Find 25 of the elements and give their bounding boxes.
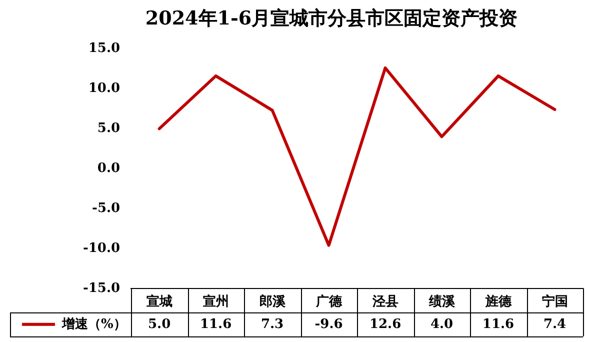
data-label: 11.6	[200, 316, 232, 332]
data-label: -9.6	[314, 316, 343, 332]
y-tick-label: -5.0	[92, 200, 120, 216]
data-label: 7.3	[260, 316, 284, 332]
x-tick-label: 宣城	[146, 294, 172, 310]
y-tick-label: 0.0	[97, 160, 120, 176]
data-label: 12.6	[369, 316, 402, 332]
x-tick-label: 郎溪	[259, 294, 286, 310]
x-tick-label: 宣州	[202, 294, 229, 310]
legend-label: 增速（%）	[61, 316, 126, 332]
x-tick-label: 绩溪	[428, 294, 456, 310]
y-tick-label: 5.0	[97, 121, 120, 136]
data-label: 4.0	[430, 316, 454, 332]
y-tick-label: -10.0	[82, 240, 120, 256]
y-tick-label: 10.0	[88, 81, 120, 96]
x-tick-label: 宁国	[542, 294, 568, 310]
y-tick-label: -15.0	[82, 280, 120, 296]
data-label: 7.4	[543, 316, 566, 332]
chart-title: 2024年1-6月宣城市分县市区固定资产投资	[145, 7, 518, 30]
y-tick-label: 15.0	[88, 41, 120, 56]
x-tick-label: 广德	[314, 294, 343, 310]
x-tick-label: 旌德	[484, 294, 512, 310]
data-label: 5.0	[148, 316, 171, 332]
data-label: 11.6	[482, 316, 514, 332]
x-tick-label: 泾县	[371, 294, 398, 310]
